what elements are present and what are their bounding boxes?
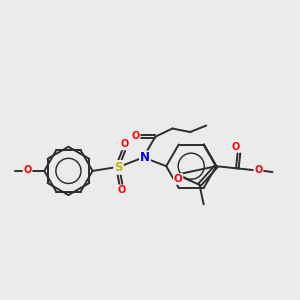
Text: O: O <box>120 140 128 149</box>
Text: N: N <box>140 152 150 164</box>
Text: S: S <box>114 161 123 174</box>
Text: O: O <box>131 131 140 141</box>
Text: O: O <box>232 142 240 152</box>
Text: O: O <box>23 165 32 175</box>
Text: O: O <box>174 174 182 184</box>
Text: O: O <box>254 165 262 175</box>
Text: O: O <box>118 185 126 195</box>
